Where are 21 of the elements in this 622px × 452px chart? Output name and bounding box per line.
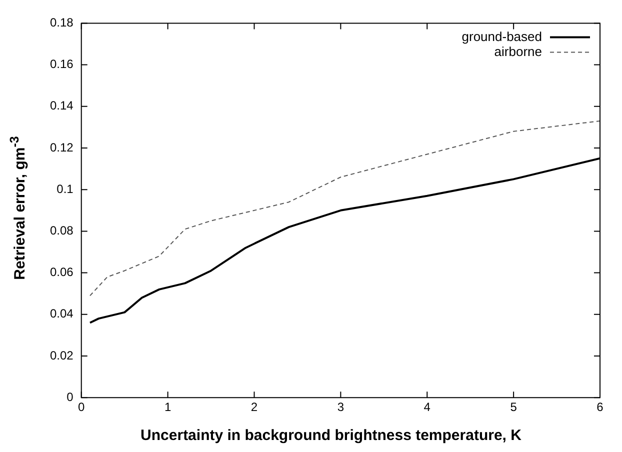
y-tick-label: 0.16 xyxy=(50,57,74,72)
y-tick-label: 0.14 xyxy=(50,98,74,113)
line-series xyxy=(90,120,600,296)
y-tick-label: 0.04 xyxy=(50,306,74,321)
y-tick-label: 0.1 xyxy=(56,182,74,196)
y-tick-label: 0.12 xyxy=(50,140,74,154)
y-tick-label: 0.08 xyxy=(50,224,74,238)
x-tick-label: 4 xyxy=(424,400,431,414)
x-axis-title: Uncertainty in background brightness temperature, K xyxy=(140,427,522,444)
x-tick-label: 1 xyxy=(164,400,172,414)
legend-label: airborne xyxy=(494,44,542,59)
y-tick-label: 0.02 xyxy=(50,348,74,362)
x-tick-label: 0 xyxy=(78,400,86,414)
y-tick-label: 0 xyxy=(66,390,74,404)
x-tick-label: 2 xyxy=(250,400,258,414)
y-tick-label: 0.18 xyxy=(50,16,74,30)
x-tick-label: 3 xyxy=(337,400,344,414)
y-tick-label: 0.06 xyxy=(50,265,74,280)
x-tick-label: 6 xyxy=(596,400,604,414)
legend-label: ground-based xyxy=(462,28,542,44)
x-tick-label: 5 xyxy=(510,400,518,414)
